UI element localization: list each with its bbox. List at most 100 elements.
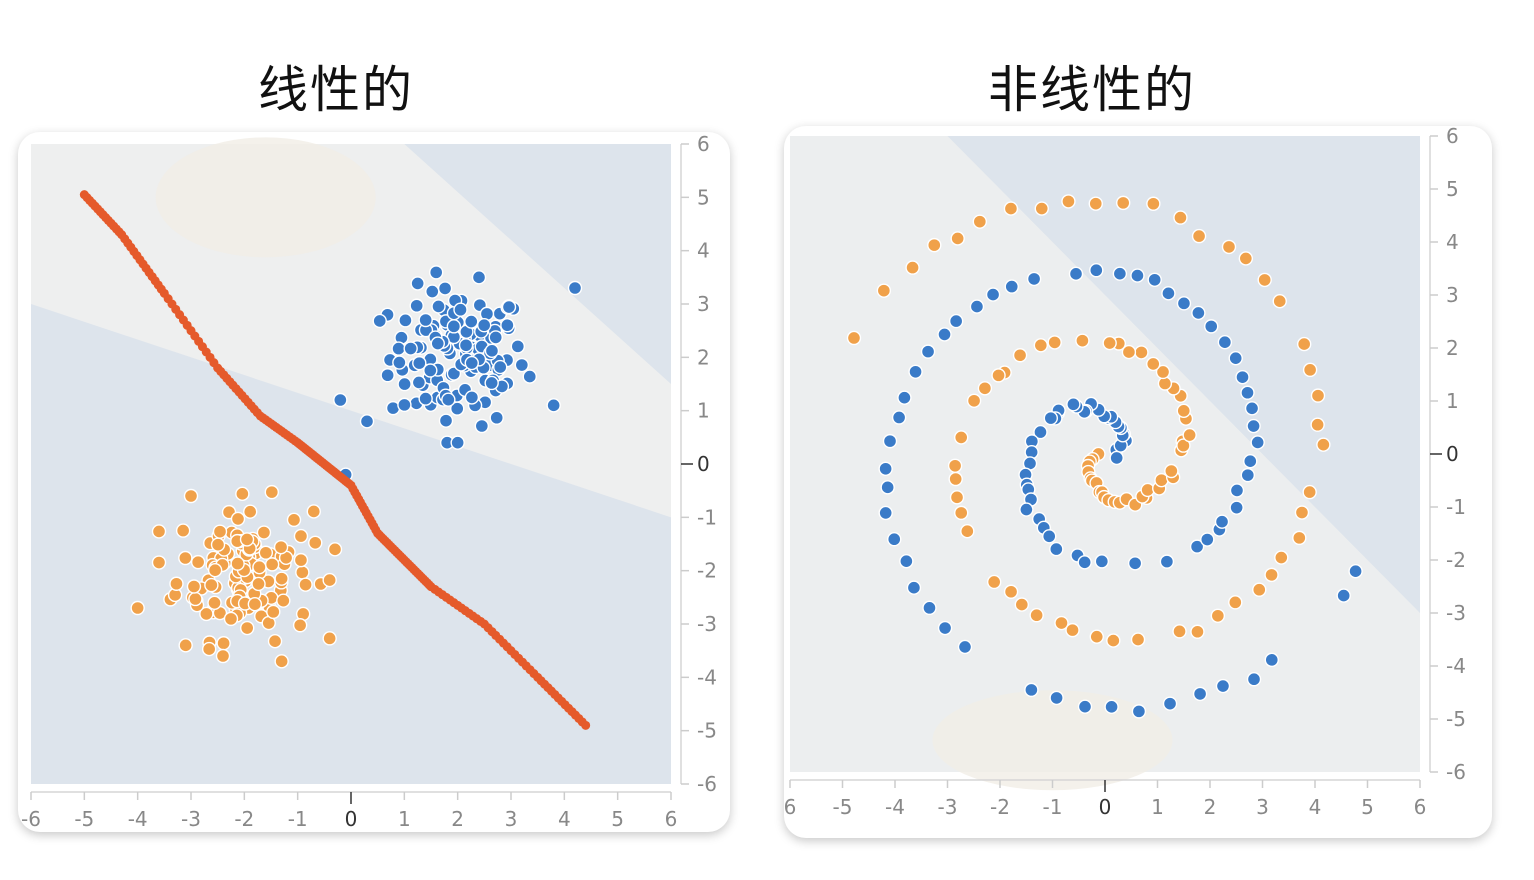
data-point <box>1042 529 1057 544</box>
data-point <box>293 528 309 544</box>
x-tick-label: -5 <box>74 807 94 831</box>
data-point <box>972 214 988 229</box>
data-point <box>1116 195 1131 211</box>
y-tick-label: -6 <box>697 772 717 796</box>
data-point <box>905 260 920 275</box>
data-point <box>418 312 433 328</box>
data-point <box>488 330 503 345</box>
data-point <box>308 535 323 550</box>
data-point <box>985 287 1001 302</box>
y-tick-label: -3 <box>697 612 717 636</box>
data-point <box>391 341 406 356</box>
data-point <box>151 524 167 539</box>
data-point <box>948 471 963 487</box>
data-point <box>380 368 395 383</box>
data-point <box>398 313 413 328</box>
chart-title-nonlinear: 非线性的 <box>988 61 1196 119</box>
x-tick-label: -4 <box>128 807 148 831</box>
data-point <box>412 355 427 371</box>
data-point <box>188 591 203 607</box>
data-point <box>1252 582 1267 597</box>
data-point <box>878 505 893 521</box>
y-tick-label: 3 <box>697 292 710 316</box>
data-point <box>1272 294 1287 309</box>
data-point <box>178 550 193 566</box>
data-point <box>1146 356 1161 372</box>
x-tick-label: 6 <box>1414 795 1427 819</box>
data-point <box>403 341 418 356</box>
data-point <box>1302 484 1317 500</box>
data-point <box>216 636 231 651</box>
data-point <box>1003 201 1019 216</box>
data-point <box>1182 427 1197 443</box>
x-tick-label: 4 <box>1309 795 1322 819</box>
data-point <box>1049 541 1064 557</box>
data-point <box>1004 279 1019 294</box>
data-point <box>423 363 438 378</box>
data-point <box>891 410 907 425</box>
data-point <box>1250 435 1265 450</box>
data-point <box>431 299 446 314</box>
data-point <box>293 552 309 568</box>
data-point <box>446 319 462 334</box>
x-tick-label: 2 <box>1204 795 1217 819</box>
data-point <box>897 390 912 405</box>
data-point <box>1310 388 1326 403</box>
data-point <box>986 574 1002 590</box>
y-tick-label: -6 <box>1446 760 1466 784</box>
data-point <box>1176 403 1191 419</box>
data-point <box>846 330 862 346</box>
y-tick-label: 3 <box>1446 283 1459 307</box>
data-point <box>522 369 537 384</box>
data-point <box>327 542 343 557</box>
data-point <box>1159 554 1175 569</box>
x-tick-label: 3 <box>1256 795 1269 819</box>
data-point <box>322 572 337 588</box>
data-point <box>1106 633 1121 648</box>
data-point <box>441 392 456 407</box>
data-point <box>215 648 231 664</box>
data-point <box>489 410 504 425</box>
data-point <box>1014 597 1030 612</box>
data-point <box>1221 239 1237 255</box>
data-point <box>1243 453 1258 469</box>
data-point <box>409 298 424 313</box>
data-point <box>453 302 468 317</box>
data-point <box>484 375 499 391</box>
data-point <box>258 545 274 560</box>
data-point <box>235 486 250 502</box>
data-point <box>954 430 969 445</box>
data-point <box>252 559 267 575</box>
y-tick-label: 6 <box>697 132 710 156</box>
data-point <box>966 393 982 408</box>
data-point <box>1147 272 1162 287</box>
data-point <box>464 390 480 405</box>
data-point <box>1054 615 1069 631</box>
data-point <box>474 418 490 434</box>
data-point <box>411 375 427 390</box>
data-point <box>1176 438 1191 453</box>
data-point <box>1121 344 1137 360</box>
data-point <box>1034 201 1049 216</box>
data-point <box>484 343 500 359</box>
data-point <box>510 339 526 354</box>
data-point <box>1204 319 1219 334</box>
data-point <box>295 565 310 580</box>
data-point <box>471 270 487 285</box>
data-point <box>957 639 973 655</box>
data-point <box>274 571 289 586</box>
data-point <box>1264 567 1279 583</box>
data-point <box>1264 652 1279 668</box>
data-point <box>1191 305 1206 321</box>
x-tick-label: 3 <box>505 807 518 831</box>
data-point <box>1162 696 1178 711</box>
data-point <box>1240 467 1256 483</box>
data-point <box>359 414 375 429</box>
data-point <box>430 336 445 351</box>
data-point <box>1164 463 1179 479</box>
data-point <box>949 490 965 505</box>
y-tick-label: -1 <box>697 505 717 529</box>
y-tick-label: 4 <box>1446 230 1459 254</box>
y-tick-label: -5 <box>697 719 717 743</box>
y-tick-label: -4 <box>697 665 717 689</box>
